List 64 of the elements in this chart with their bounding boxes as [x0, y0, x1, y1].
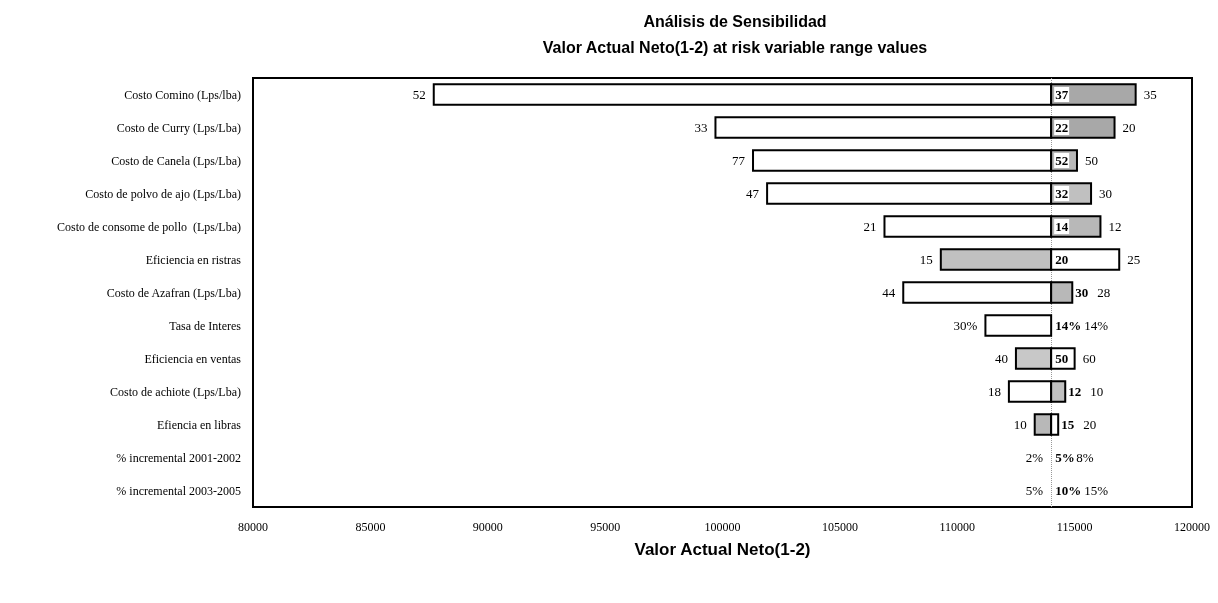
y-tick-label: Eficiencia en ventas — [144, 351, 242, 366]
annotation: 32 — [1055, 186, 1069, 201]
annotation: 14% — [1055, 318, 1082, 333]
annotation: 10% — [1055, 483, 1082, 498]
chart-title: Análisis de Sensibilidad — [643, 12, 827, 30]
annotation: 15 — [919, 252, 933, 267]
x-tick-label: 90000 — [472, 520, 503, 534]
x-tick-label: 85000 — [355, 520, 386, 534]
annotation: 50 — [1084, 153, 1098, 168]
y-tick-label: % incremental 2003-2005 — [116, 483, 241, 498]
y-tick-label: Costo de Canela (Lps/Lba) — [111, 153, 241, 168]
annotation: 10 — [1090, 384, 1104, 399]
annotation: 20 — [1122, 120, 1136, 135]
annotation: 5% — [1025, 483, 1044, 498]
x-tick-label: 95000 — [590, 520, 621, 534]
x-tick-label: 120000 — [1174, 520, 1210, 534]
annotation: 22 — [1055, 120, 1069, 135]
y-tick-label: Tasa de Interes — [169, 318, 242, 333]
y-tick-label: Costo de Curry (Lps/Lba) — [116, 120, 241, 135]
annotation: 40 — [994, 351, 1008, 366]
annotation: 33 — [694, 120, 708, 135]
annotation: 35 — [1143, 87, 1157, 102]
annotation: 5% — [1055, 450, 1075, 465]
annotation: 30% — [953, 318, 978, 333]
annotation: 44 — [882, 285, 896, 300]
y-tick-label: Eficiencia en ristras — [145, 252, 242, 267]
annotation: 52 — [412, 87, 426, 102]
annotation: 28 — [1097, 285, 1111, 300]
annotation: 10 — [1013, 417, 1027, 432]
annotation: 15% — [1084, 483, 1109, 498]
annotation: 12 — [1108, 219, 1122, 234]
annotation: 12 — [1068, 384, 1082, 399]
x-tick-label: 115000 — [1056, 520, 1093, 534]
y-tick-label: Costo de polvo de ajo (Lps/Lba) — [85, 186, 241, 201]
annotation: 60 — [1082, 351, 1096, 366]
y-tick-label: % incremental 2001-2002 — [116, 450, 241, 465]
annotation: 20 — [1055, 252, 1069, 267]
x-axis-title: Valor Actual Neto(1-2) — [634, 540, 811, 559]
y-tick-label: Costo Comino (Lps/lba) — [124, 87, 241, 102]
annotation: 15 — [1061, 417, 1075, 432]
x-tick-label: 100000 — [704, 520, 741, 534]
annotation: 8% — [1076, 450, 1094, 465]
y-tick-label: Costo de achiote (Lps/Lba) — [110, 384, 241, 399]
x-tick-label: 105000 — [821, 520, 858, 534]
annotation: 52 — [1055, 153, 1069, 168]
x-tick-label: 110000 — [939, 520, 976, 534]
annotation: 21 — [863, 219, 877, 234]
annotation: 30 — [1099, 186, 1113, 201]
y-tick-label: Costo de Azafran (Lps/Lba) — [106, 285, 241, 300]
annotation: 20 — [1083, 417, 1097, 432]
y-tick-label: Costo de consome de pollo (Lps/Lba) — [57, 219, 241, 234]
annotation: 2% — [1025, 450, 1044, 465]
annotation: 77 — [732, 153, 746, 168]
annotation: 47 — [746, 186, 760, 201]
annotation: 14 — [1055, 219, 1069, 234]
x-tick-label: 80000 — [238, 520, 268, 534]
annotation: 25 — [1127, 252, 1141, 267]
y-tick-label: Efiencia en libras — [157, 417, 242, 432]
annotation: 30 — [1075, 285, 1089, 300]
annotation: 14% — [1084, 318, 1109, 333]
chart-subtitle: Valor Actual Neto(1-2) at risk variable range values — [542, 38, 928, 56]
annotation: 18 — [987, 384, 1001, 399]
annotation: 37 — [1055, 87, 1069, 102]
annotation: 50 — [1055, 351, 1069, 366]
